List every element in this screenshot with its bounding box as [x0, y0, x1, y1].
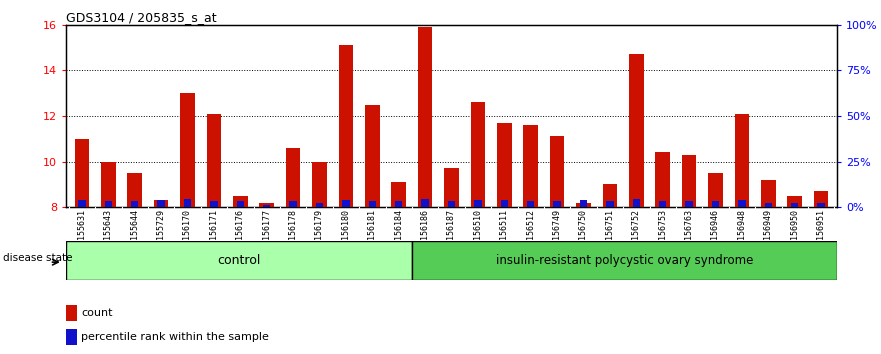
- Bar: [470, 102, 485, 207]
- Bar: [633, 199, 640, 207]
- Text: GSM156187: GSM156187: [447, 209, 456, 254]
- Text: disease state: disease state: [4, 253, 73, 263]
- Bar: [500, 200, 508, 207]
- Bar: [66, 241, 412, 280]
- Bar: [814, 191, 828, 207]
- Bar: [791, 202, 798, 207]
- Bar: [603, 184, 618, 207]
- Bar: [181, 93, 195, 207]
- Bar: [233, 196, 248, 207]
- Bar: [101, 161, 115, 207]
- Text: GSM156178: GSM156178: [289, 209, 298, 254]
- Bar: [685, 201, 692, 207]
- Text: GSM156184: GSM156184: [394, 209, 403, 254]
- Text: GSM156752: GSM156752: [632, 209, 640, 254]
- Bar: [527, 201, 535, 207]
- Bar: [553, 201, 560, 207]
- Bar: [655, 152, 670, 207]
- Text: GSM156512: GSM156512: [526, 209, 536, 254]
- Bar: [391, 182, 406, 207]
- Text: percentile rank within the sample: percentile rank within the sample: [81, 332, 270, 342]
- Text: GSM156751: GSM156751: [605, 209, 614, 254]
- Bar: [66, 305, 78, 321]
- Bar: [158, 200, 165, 207]
- Bar: [368, 201, 376, 207]
- Bar: [66, 329, 78, 345]
- Text: GSM156180: GSM156180: [342, 209, 351, 254]
- Bar: [474, 200, 482, 207]
- Text: GSM156763: GSM156763: [685, 209, 693, 254]
- Text: GSM156186: GSM156186: [420, 209, 430, 254]
- Text: count: count: [81, 308, 113, 318]
- Bar: [418, 27, 433, 207]
- Bar: [316, 202, 323, 207]
- Text: GSM156176: GSM156176: [236, 209, 245, 254]
- Text: GSM156951: GSM156951: [817, 209, 825, 254]
- Text: GSM155631: GSM155631: [78, 209, 86, 254]
- Bar: [444, 169, 459, 207]
- Bar: [211, 201, 218, 207]
- Bar: [285, 148, 300, 207]
- Text: GSM156946: GSM156946: [711, 209, 720, 254]
- Bar: [738, 200, 745, 207]
- Bar: [606, 201, 613, 207]
- Bar: [395, 201, 403, 207]
- Bar: [580, 200, 587, 207]
- Text: GSM156181: GSM156181: [367, 209, 377, 254]
- Bar: [312, 161, 327, 207]
- Bar: [550, 136, 565, 207]
- Bar: [78, 200, 85, 207]
- Bar: [712, 201, 719, 207]
- Bar: [105, 201, 112, 207]
- Text: GSM156949: GSM156949: [764, 209, 773, 254]
- Bar: [338, 45, 353, 207]
- Bar: [497, 123, 512, 207]
- Text: GSM156170: GSM156170: [183, 209, 192, 254]
- Text: GSM156177: GSM156177: [263, 209, 271, 254]
- Text: GSM156179: GSM156179: [315, 209, 324, 254]
- Bar: [708, 173, 722, 207]
- Bar: [184, 199, 191, 207]
- Bar: [682, 155, 696, 207]
- Text: GSM156749: GSM156749: [552, 209, 561, 254]
- Bar: [523, 125, 538, 207]
- Bar: [765, 202, 772, 207]
- Bar: [131, 201, 138, 207]
- Bar: [735, 114, 749, 207]
- Bar: [290, 201, 297, 207]
- Bar: [75, 139, 89, 207]
- Text: GSM156753: GSM156753: [658, 209, 667, 254]
- Text: GSM156948: GSM156948: [737, 209, 746, 254]
- Bar: [818, 202, 825, 207]
- Bar: [659, 201, 666, 207]
- Bar: [128, 173, 142, 207]
- Text: GSM155729: GSM155729: [157, 209, 166, 254]
- Text: insulin-resistant polycystic ovary syndrome: insulin-resistant polycystic ovary syndr…: [496, 254, 753, 267]
- Bar: [412, 241, 837, 280]
- Bar: [207, 114, 221, 207]
- Text: GSM156511: GSM156511: [500, 209, 509, 254]
- Text: GDS3104 / 205835_s_at: GDS3104 / 205835_s_at: [66, 11, 217, 24]
- Bar: [343, 200, 350, 207]
- Text: GSM156750: GSM156750: [579, 209, 588, 254]
- Bar: [154, 200, 168, 207]
- Text: control: control: [218, 254, 261, 267]
- Text: GSM156950: GSM156950: [790, 209, 799, 254]
- Text: GSM156510: GSM156510: [473, 209, 483, 254]
- Bar: [237, 201, 244, 207]
- Bar: [761, 180, 775, 207]
- Bar: [263, 205, 270, 207]
- Bar: [448, 201, 455, 207]
- Text: GSM155643: GSM155643: [104, 209, 113, 254]
- Bar: [365, 104, 380, 207]
- Text: GSM155644: GSM155644: [130, 209, 139, 254]
- Bar: [259, 202, 274, 207]
- Bar: [629, 55, 644, 207]
- Bar: [576, 202, 591, 207]
- Text: GSM156171: GSM156171: [210, 209, 218, 254]
- Bar: [788, 196, 802, 207]
- Bar: [421, 199, 429, 207]
